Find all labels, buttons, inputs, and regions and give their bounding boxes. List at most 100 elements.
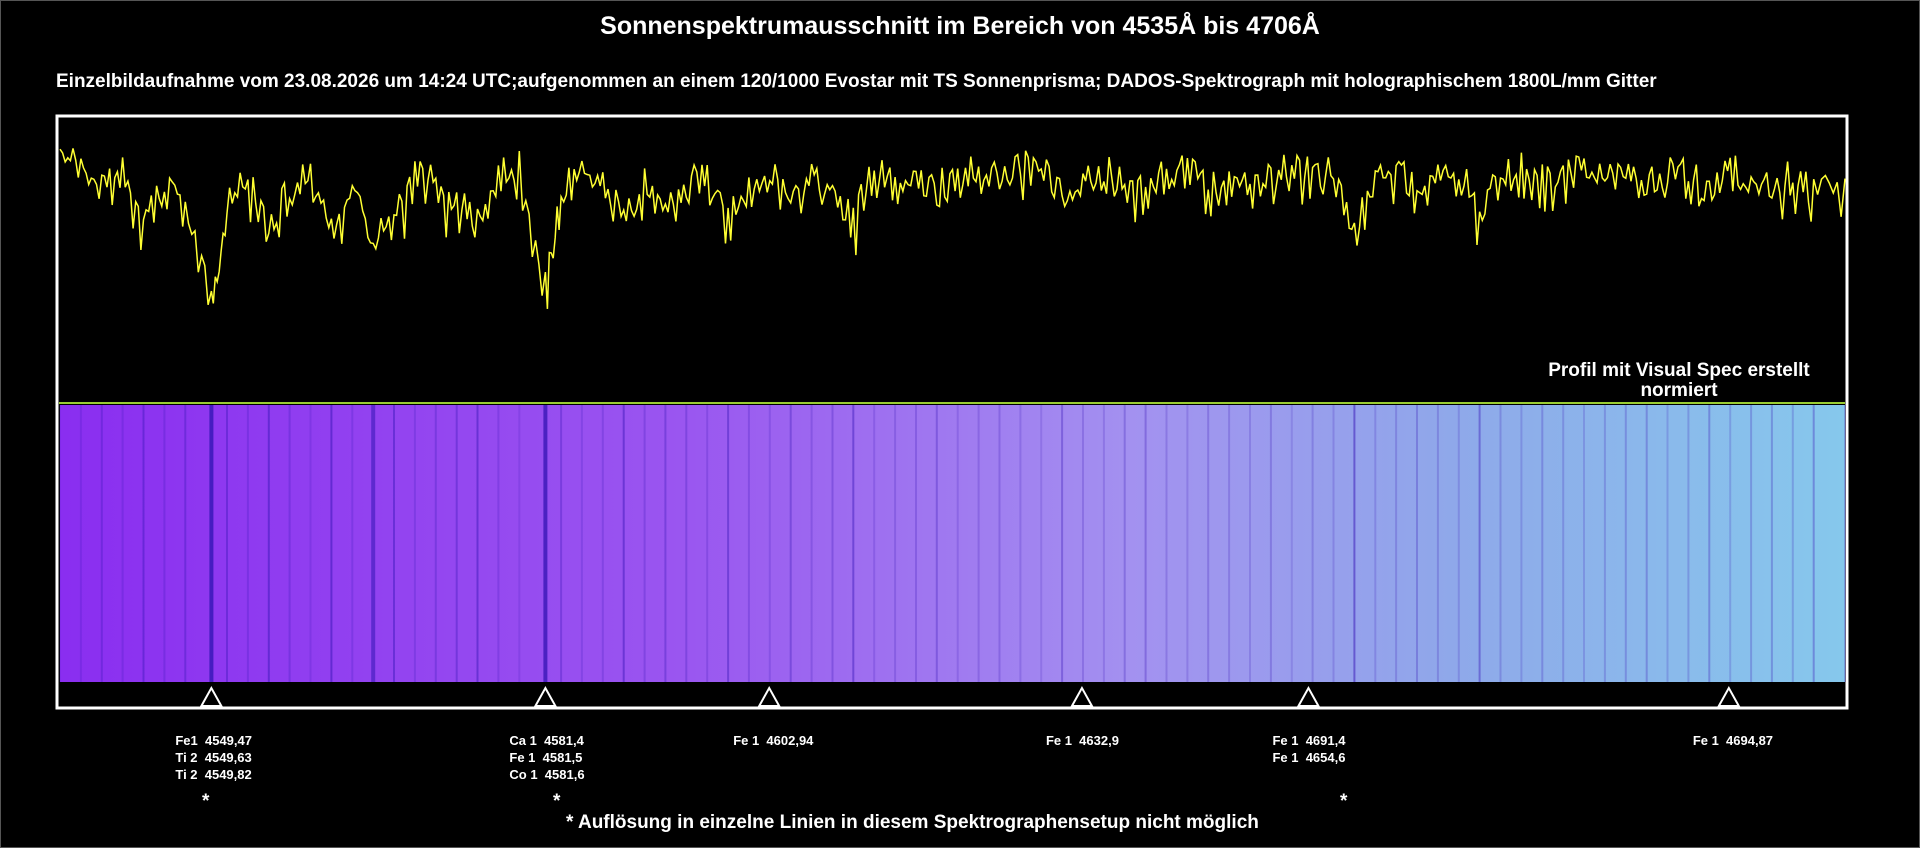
line-marker-triangle	[1717, 685, 1741, 707]
absorption-line	[1499, 405, 1502, 682]
line-label: Fe 1 4694,87	[1693, 732, 1773, 749]
absorption-line	[1603, 405, 1606, 682]
absorption-line	[267, 405, 270, 682]
footnote: * Auflösung in einzelne Linien in diesem…	[566, 812, 1259, 833]
line-label-row: Fe 1 4581,5	[509, 750, 583, 765]
absorption-line	[1624, 405, 1627, 682]
absorption-line	[998, 405, 1001, 682]
absorption-line	[560, 405, 563, 682]
absorption-line	[543, 405, 548, 682]
absorption-line	[455, 405, 458, 682]
line-label: Fe 1 4632,9	[1046, 732, 1119, 749]
absorption-line	[59, 405, 61, 682]
absorption-line	[1061, 405, 1064, 682]
absorption-line	[664, 405, 667, 682]
absorption-line	[580, 405, 583, 682]
absorption-line	[810, 405, 813, 682]
absorption-line	[1729, 405, 1732, 682]
absorption-line	[518, 405, 521, 682]
absorption-line	[1228, 405, 1231, 682]
profile-series-line	[59, 148, 1846, 309]
absorption-line	[1374, 405, 1377, 682]
absorption-line	[789, 405, 792, 682]
absorption-line	[1844, 405, 1846, 682]
absorption-line	[309, 405, 312, 682]
absorption-line	[685, 405, 688, 682]
spectrum-image	[60, 405, 1845, 682]
absorption-line	[1457, 405, 1460, 682]
absorption-line	[209, 405, 214, 682]
absorption-line	[1791, 405, 1794, 682]
absorption-line	[1583, 405, 1585, 682]
absorption-line	[476, 405, 479, 682]
absorption-line	[1249, 405, 1251, 682]
line-label-row: Fe 1 4632,9	[1045, 733, 1119, 748]
line-label: Fe 1 4691,4 Fe 1 4654,6	[1272, 732, 1345, 766]
absorption-line	[1478, 405, 1481, 682]
absorption-line	[1290, 405, 1293, 682]
line-label: Fe 1 4602,94	[733, 732, 813, 749]
absorption-line	[497, 405, 500, 682]
line-label-row: Ti 2 4549,82	[175, 767, 252, 782]
absorption-line	[142, 405, 145, 682]
marker-group	[199, 685, 1741, 707]
line-label-row: Fe 1 4654,6	[1272, 750, 1346, 765]
absorption-line	[1207, 405, 1210, 682]
absorption-line	[977, 405, 980, 682]
absorption-line	[1311, 405, 1314, 682]
absorption-line	[601, 405, 604, 682]
line-label-row: Fe 1 4602,94	[733, 733, 814, 748]
absorption-line	[413, 405, 416, 682]
absorption-line	[288, 405, 291, 682]
line-label-row: Co 1 4581,6	[509, 767, 585, 782]
credit-note: Profil mit Visual Spec erstellt normiert	[1538, 361, 1820, 401]
absorption-line	[351, 405, 354, 682]
absorption-line	[226, 405, 228, 682]
absorption-line	[706, 405, 709, 682]
absorption-line	[163, 405, 166, 682]
line-marker-triangle	[757, 685, 781, 707]
credit-line-2: normiert	[1640, 380, 1718, 401]
asterisk-2: *	[553, 791, 561, 812]
absorption-line	[1082, 405, 1084, 682]
absorption-line	[1541, 405, 1544, 682]
absorption-line	[894, 405, 897, 682]
absorption-line	[1395, 405, 1398, 682]
asterisk-3: *	[1340, 791, 1348, 812]
line-label-row: Fe 1 4694,87	[1692, 733, 1774, 748]
absorption-line	[1645, 405, 1648, 682]
absorption-line	[1040, 405, 1043, 682]
chart-subtitle: Einzelbildaufnahme vom 23.08.2026 um 14:…	[56, 71, 1657, 92]
absorption-line	[873, 405, 876, 682]
line-marker-triangle	[1296, 685, 1321, 707]
line-label-row: Ti 2 4549,63	[175, 750, 252, 765]
absorption-line	[956, 405, 959, 682]
absorption-line	[79, 405, 82, 682]
absorption-lines	[59, 405, 1846, 682]
absorption-line	[121, 405, 124, 682]
line-marker-triangle	[199, 685, 224, 707]
asterisk-1: *	[202, 791, 210, 812]
absorption-line	[727, 405, 730, 682]
absorption-line	[330, 405, 333, 682]
absorption-line	[1770, 405, 1773, 682]
absorption-line	[1520, 405, 1523, 682]
absorption-line	[1269, 405, 1272, 682]
absorption-line	[1186, 405, 1189, 682]
absorption-line	[434, 405, 437, 682]
absorption-line	[1353, 405, 1356, 682]
absorption-line	[1562, 405, 1565, 682]
absorption-line	[1666, 405, 1669, 682]
absorption-line	[100, 405, 103, 682]
absorption-line	[184, 405, 187, 682]
absorption-line	[747, 405, 750, 682]
absorption-line	[915, 405, 917, 682]
line-label-row: Fe 1 4691,4	[1272, 733, 1346, 748]
line-label: Ca 1 4581,4 Fe 1 4581,5 Co 1 4581,6	[509, 732, 584, 783]
absorption-line	[246, 405, 249, 682]
absorption-line	[1332, 405, 1335, 682]
absorption-line	[393, 405, 395, 682]
absorption-line	[1708, 405, 1711, 682]
chart-title: Sonnenspektrumausschnitt im Bereich von …	[600, 12, 1320, 40]
